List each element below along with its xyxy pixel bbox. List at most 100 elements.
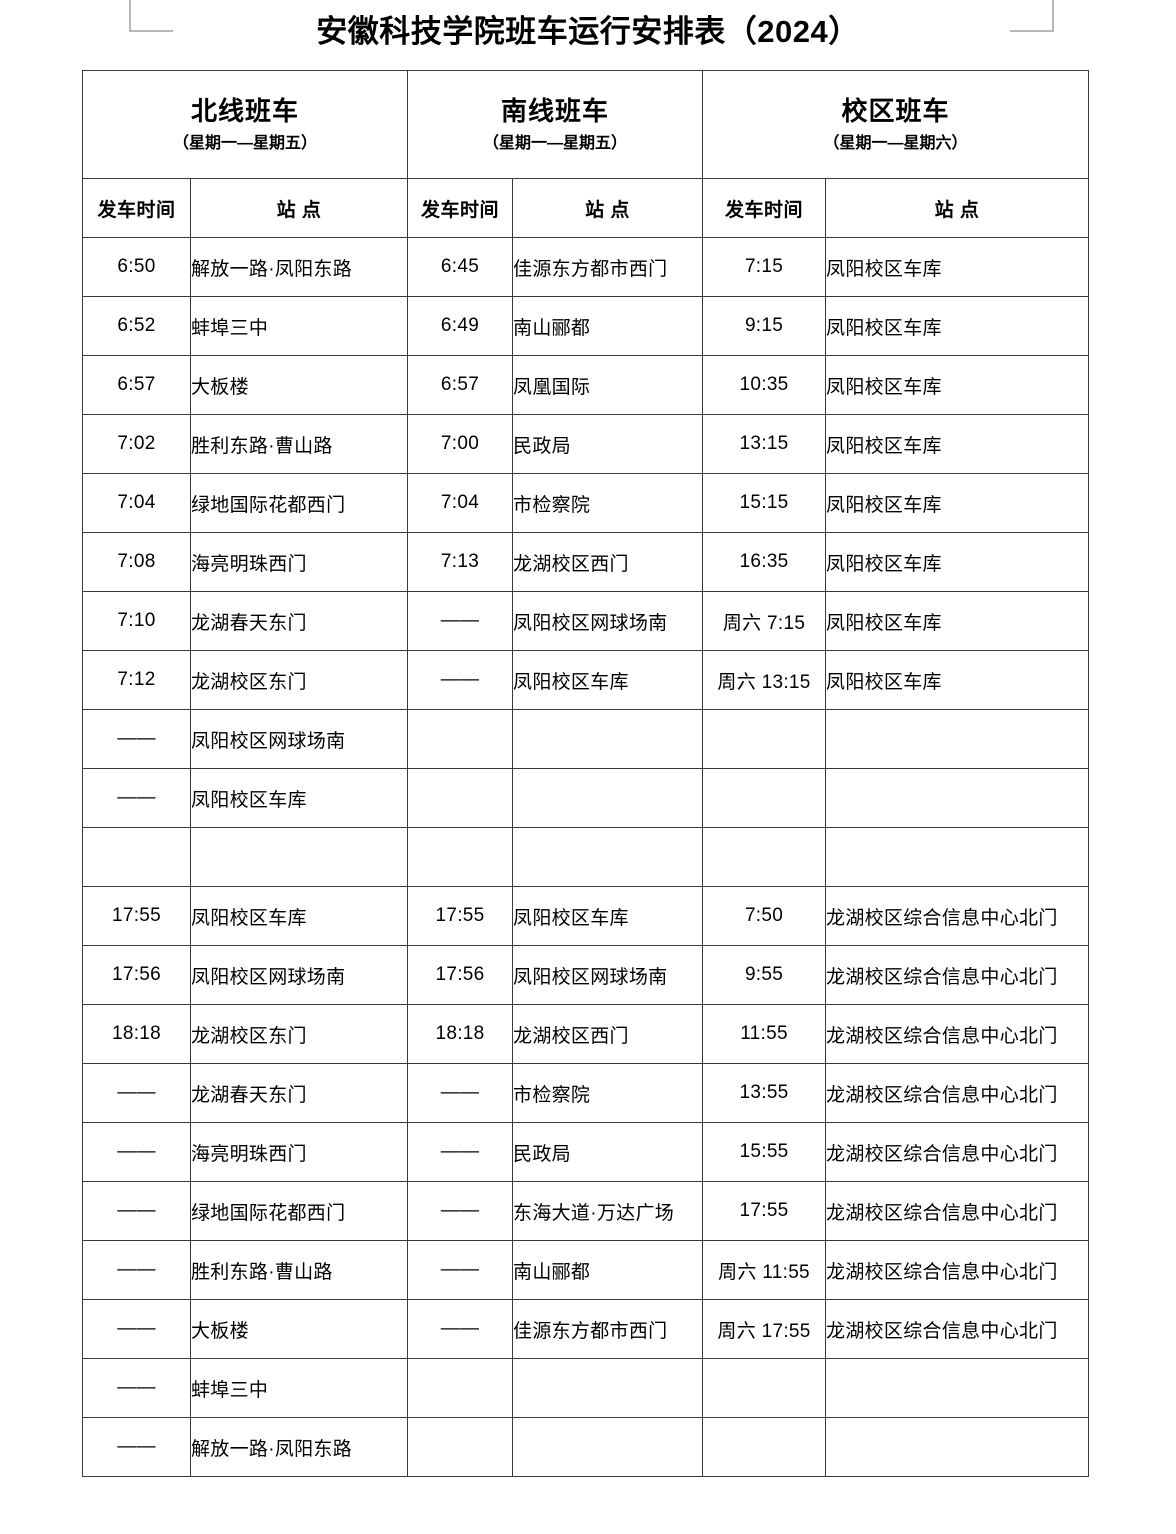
departure-time-north: ——	[82, 1181, 191, 1241]
departure-time-campus: 17:55	[702, 1181, 827, 1241]
departure-time-campus: 15:55	[702, 1122, 827, 1182]
departure-time-campus: 9:15	[702, 296, 827, 356]
station-name-north: 海亮明珠西门	[189, 532, 409, 592]
departure-time-south: 7:13	[407, 532, 514, 592]
departure-time-north: ——	[82, 709, 191, 769]
station-name-campus	[825, 768, 1090, 828]
station-name-campus: 凤阳校区车库	[825, 355, 1090, 415]
station-name-north: 海亮明珠西门	[189, 1122, 409, 1182]
schedule-table-container: 北线班车 （星期一—星期五） 南线班车 （星期一—星期五） 校区班车 （星期一—…	[81, 70, 1090, 1477]
station-name-campus: 龙湖校区综合信息中心北门	[825, 886, 1090, 946]
group-header-north: 北线班车 （星期一—星期五）	[81, 70, 409, 179]
departure-time-north: ——	[82, 1417, 191, 1477]
station-name-north: 大板楼	[189, 1299, 409, 1359]
departure-time-campus	[702, 1358, 827, 1418]
station-name-north: 绿地国际花都西门	[189, 473, 409, 533]
schedule-row: 18:18 龙湖校区东门 18:18 龙湖校区西门 11:55 龙湖校区综合信息中心北门	[82, 1004, 1090, 1064]
schedule-row: 7:12 龙湖校区东门 —— 凤阳校区车库 周六 13:15 凤阳校区车库	[82, 650, 1090, 710]
departure-time-south: 7:04	[407, 473, 514, 533]
table-body: 6:50 解放一路·凤阳东路 6:45 佳源东方都市西门 7:15 凤阳校区车库 6:52 蚌…	[82, 237, 1090, 1477]
shuttle-schedule-table: 北线班车 （星期一—星期五） 南线班车 （星期一—星期五） 校区班车 （星期一—…	[81, 70, 1090, 1477]
schedule-row: 7:10 龙湖春天东门 —— 凤阳校区网球场南 周六 7:15 凤阳校区车库	[82, 591, 1090, 651]
station-name-campus: 龙湖校区综合信息中心北门	[825, 1240, 1090, 1300]
station-name-north: 凤阳校区车库	[189, 886, 409, 946]
departure-time-campus: 周六 7:15	[702, 591, 827, 651]
column-header-time-north: 发车时间	[82, 178, 191, 238]
departure-time-campus: 周六 13:15	[702, 650, 827, 710]
station-name-campus	[825, 709, 1090, 769]
departure-time-south: ——	[407, 1063, 514, 1123]
group-days-campus: （星期一—星期六）	[823, 134, 968, 152]
station-name-south: 民政局	[512, 414, 704, 474]
table-head: 北线班车 （星期一—星期五） 南线班车 （星期一—星期五） 校区班车 （星期一—…	[81, 70, 1090, 238]
departure-time-north: ——	[82, 1063, 191, 1123]
departure-time-south: 6:57	[407, 355, 514, 415]
departure-time-north: 18:18	[82, 1004, 191, 1064]
column-header-time-south: 发车时间	[407, 178, 514, 238]
departure-time-south: 18:18	[407, 1004, 514, 1064]
departure-time-north: ——	[82, 1299, 191, 1359]
departure-time-campus: 11:55	[702, 1004, 827, 1064]
column-header-stop-south: 站 点	[512, 178, 704, 238]
station-name-south: 龙湖校区西门	[512, 1004, 704, 1064]
schedule-spacer-row	[82, 827, 1090, 887]
schedule-row: —— 胜利东路·曹山路 —— 南山郦都 周六 11:55 龙湖校区综合信息中心北门	[82, 1240, 1090, 1300]
station-name-south: 东海大道·万达广场	[512, 1181, 704, 1241]
station-name-south: 市检察院	[512, 473, 704, 533]
station-name-north: 凤阳校区网球场南	[189, 709, 409, 769]
schedule-row: 6:50 解放一路·凤阳东路 6:45 佳源东方都市西门 7:15 凤阳校区车库	[82, 237, 1090, 297]
station-name-south: 市检察院	[512, 1063, 704, 1123]
schedule-row: 6:52 蚌埠三中 6:49 南山郦都 9:15 凤阳校区车库	[82, 296, 1090, 356]
departure-time-campus: 7:50	[702, 886, 827, 946]
page-title: 安徽科技学院班车运行安排表（2024）	[316, 14, 860, 49]
station-name-south	[512, 768, 704, 828]
station-name-campus: 龙湖校区综合信息中心北门	[825, 1299, 1090, 1359]
schedule-row: —— 大板楼 —— 佳源东方都市西门 周六 17:55 龙湖校区综合信息中心北门	[82, 1299, 1090, 1359]
schedule-row: —— 凤阳校区网球场南	[82, 709, 1090, 769]
departure-time-campus: 周六 17:55	[702, 1299, 827, 1359]
group-days-north: （星期一—星期五）	[173, 134, 318, 152]
station-name-north: 凤阳校区车库	[189, 768, 409, 828]
station-name-south: 凤凰国际	[512, 355, 704, 415]
departure-time-north: 17:55	[82, 886, 191, 946]
departure-time-south: 7:00	[407, 414, 514, 474]
schedule-row: —— 海亮明珠西门 —— 民政局 15:55 龙湖校区综合信息中心北门	[82, 1122, 1090, 1182]
station-name-campus: 凤阳校区车库	[825, 473, 1090, 533]
departure-time-campus: 7:15	[702, 237, 827, 297]
departure-time-campus: 15:15	[702, 473, 827, 533]
departure-time-campus: 9:55	[702, 945, 827, 1005]
station-name-campus: 凤阳校区车库	[825, 591, 1090, 651]
departure-time-north: ——	[82, 1122, 191, 1182]
station-name-south	[512, 709, 704, 769]
station-name-north: 龙湖校区东门	[189, 1004, 409, 1064]
station-name-south: 龙湖校区西门	[512, 532, 704, 592]
departure-time-campus	[702, 1417, 827, 1477]
departure-time-campus: 10:35	[702, 355, 827, 415]
departure-time-north: 17:56	[82, 945, 191, 1005]
group-name-south: 南线班车	[501, 95, 610, 126]
departure-time-south: ——	[407, 1181, 514, 1241]
departure-time-south	[407, 1358, 514, 1418]
departure-time-campus: 周六 11:55	[702, 1240, 827, 1300]
station-name-north: 凤阳校区网球场南	[189, 945, 409, 1005]
schedule-row: 7:08 海亮明珠西门 7:13 龙湖校区西门 16:35 凤阳校区车库	[82, 532, 1090, 592]
departure-time-south	[407, 1417, 514, 1477]
group-header-campus: 校区班车 （星期一—星期六）	[702, 70, 1090, 179]
station-name-north: 胜利东路·曹山路	[189, 1240, 409, 1300]
departure-time-south	[407, 768, 514, 828]
group-header-row: 北线班车 （星期一—星期五） 南线班车 （星期一—星期五） 校区班车 （星期一—…	[81, 70, 1090, 179]
departure-time-north: 6:52	[82, 296, 191, 356]
departure-time-campus	[702, 768, 827, 828]
departure-time-north: 7:02	[82, 414, 191, 474]
station-name-north: 龙湖春天东门	[189, 1063, 409, 1123]
schedule-row: —— 蚌埠三中	[82, 1358, 1090, 1418]
station-name-north: 龙湖春天东门	[189, 591, 409, 651]
departure-time-south	[407, 709, 514, 769]
schedule-row: 17:56 凤阳校区网球场南 17:56 凤阳校区网球场南 9:55 龙湖校区综合信息中心…	[82, 945, 1090, 1005]
schedule-row: 7:02 胜利东路·曹山路 7:00 民政局 13:15 凤阳校区车库	[82, 414, 1090, 474]
station-name-south: 佳源东方都市西门	[512, 237, 704, 297]
schedule-row: —— 凤阳校区车库	[82, 768, 1090, 828]
station-name-north: 蚌埠三中	[189, 1358, 409, 1418]
station-name-campus: 凤阳校区车库	[825, 650, 1090, 710]
departure-time-campus: 16:35	[702, 532, 827, 592]
